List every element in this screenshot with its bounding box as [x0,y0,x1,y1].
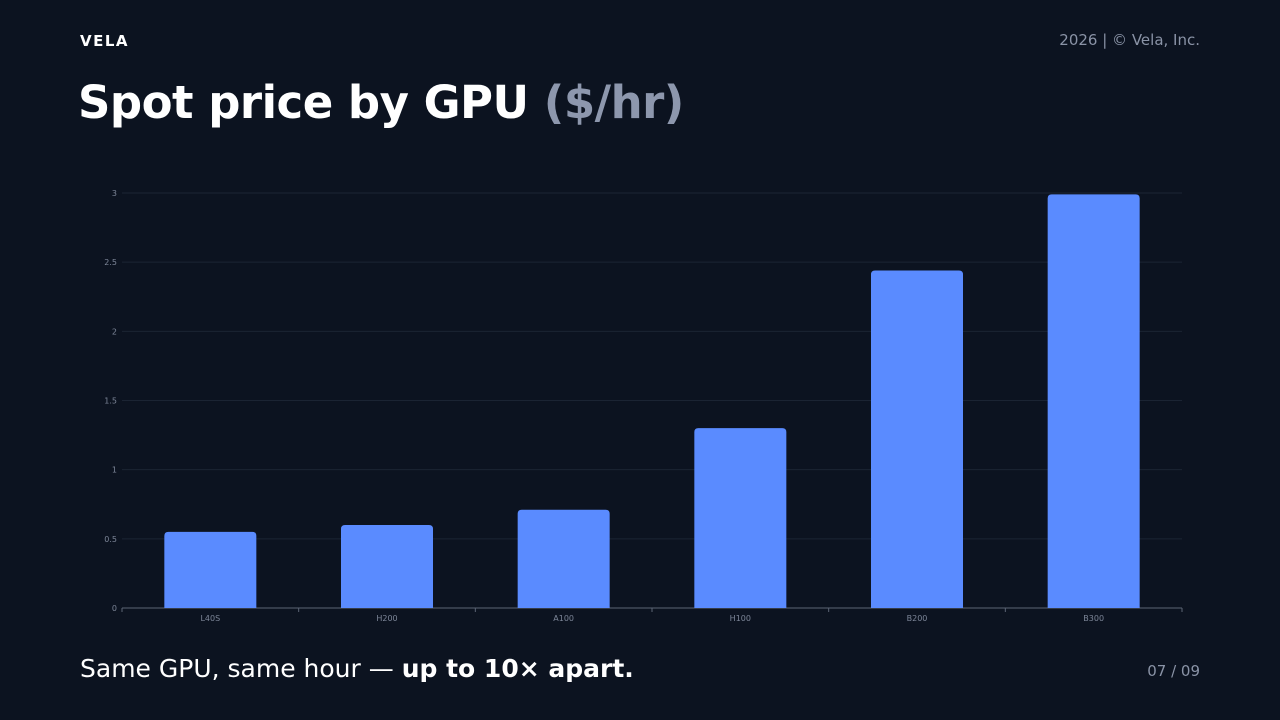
bar-a100 [517,509,610,608]
x-tick-label: A100 [553,614,574,623]
footer-text: Same GPU, same hour — [80,654,402,683]
y-tick-label: 0 [112,604,117,613]
x-tick-label: H200 [376,614,397,623]
y-tick-label: 2 [112,327,117,336]
x-tick-label: B200 [907,614,928,623]
slide-title: Spot price by GPU ($/hr) [78,76,684,129]
y-tick-label: 3 [112,189,117,198]
footer-takeaway: Same GPU, same hour — up to 10× apart. [80,654,634,683]
bar-b200 [871,270,963,608]
footer-emphasis: up to 10× apart. [401,654,634,683]
brand-logo: VELA [80,32,130,50]
bar-h200 [341,525,433,608]
bar-l40s [164,531,257,608]
copyright-text: 2026 | © Vela, Inc. [1059,31,1200,49]
x-tick-label: H100 [730,614,751,623]
bar-h100 [694,428,787,608]
slide-title-text: Spot price by GPU [78,76,529,129]
y-tick-label: 1.5 [104,397,117,406]
page-number: 07 / 09 [1147,662,1200,680]
y-tick-label: 1 [112,466,117,475]
y-tick-label: 0.5 [104,535,117,544]
y-tick-label: 2.5 [104,258,117,267]
x-tick-label: L40S [200,614,220,623]
slide-title-unit: ($/hr) [543,76,685,129]
bar-b300 [1047,194,1140,608]
x-tick-label: B300 [1083,614,1104,623]
